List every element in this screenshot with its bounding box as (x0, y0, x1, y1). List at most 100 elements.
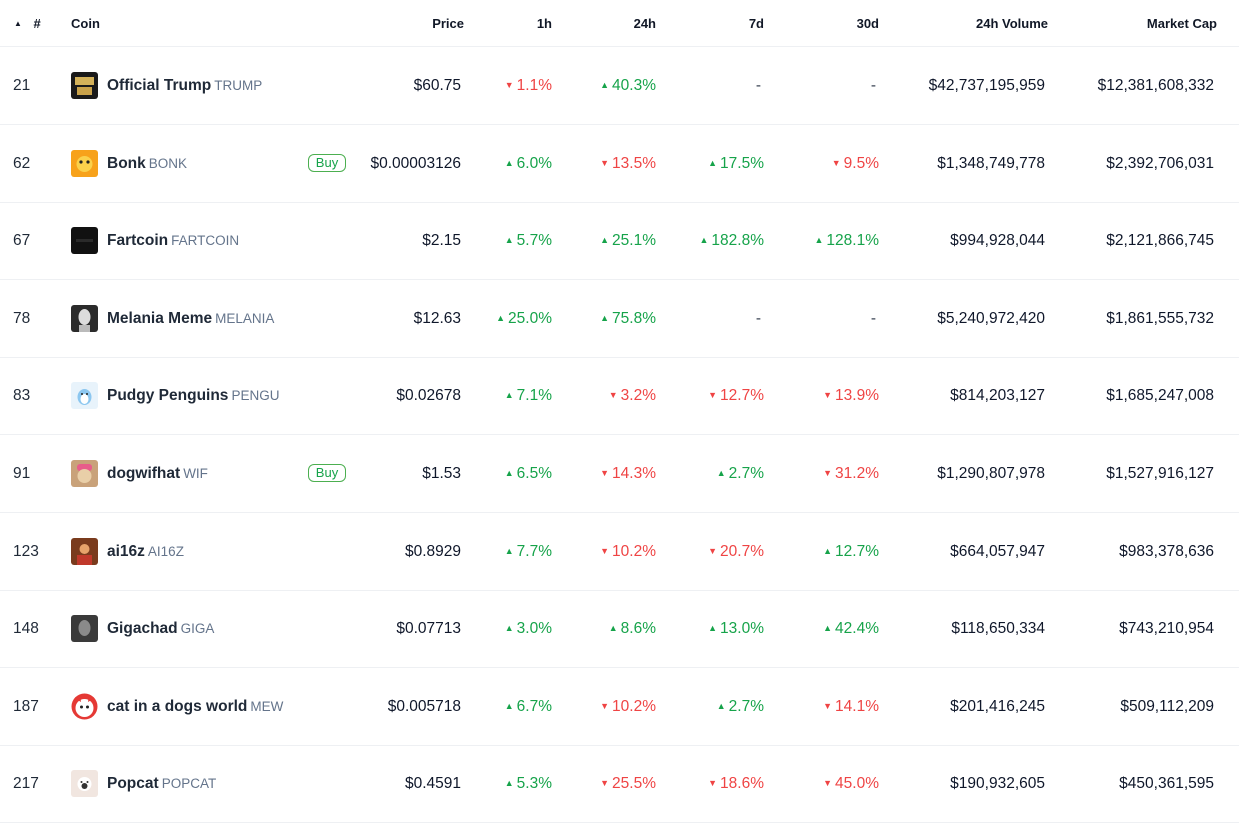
coin-name-link[interactable]: Fartcoin FARTCOIN (107, 232, 239, 250)
table-row[interactable]: 21 Official Trump TRUMP $60.75 ▼ 1.1% ▲ 40.3% - -… (0, 47, 1239, 125)
24h-change-cell: ▲ 75.8% (600, 310, 656, 327)
caret-up-icon: ▲ (600, 235, 610, 245)
rank-cell: 148 (13, 620, 39, 637)
buy-button[interactable]: Buy (308, 464, 346, 482)
table-row[interactable]: 78 Melania Meme MELANIA $12.63 ▲ 25.0% ▲ 75.8% -… (0, 280, 1239, 358)
volume-cell: $994,928,044 (950, 232, 1045, 249)
coin-name-link[interactable]: Melania Meme MELANIA (107, 310, 274, 328)
rank-cell: 123 (13, 543, 39, 560)
7d-change-cell: - (755, 310, 761, 327)
table-row[interactable]: 123 ai16z AI16Z $0.8929 ▲ 7.7% ▼ 10.2% ▼ 20.7% ▲ 12… (0, 513, 1239, 591)
volume-cell: $814,203,127 (950, 387, 1045, 404)
caret-up-icon: ▲ (608, 623, 618, 633)
caret-down-icon: ▼ (823, 390, 833, 400)
wif-logo-icon (71, 460, 98, 487)
coin-name-link[interactable]: dogwifhat WIF (107, 465, 208, 483)
rank-header[interactable]: ▲ # (14, 16, 41, 31)
table-row[interactable]: 217 Popcat POPCAT $0.4591 ▲ 5.3% ▼ 25.5% ▼ 18.6% ▼… (0, 745, 1239, 823)
1h-change-cell: ▲ 7.7% (504, 543, 552, 560)
volume-cell: $5,240,972,420 (937, 310, 1045, 327)
30d-change-cell: ▼ 14.1% (823, 698, 879, 715)
7d-change-cell: ▼ 20.7% (708, 543, 764, 560)
24h-header[interactable]: 24h (633, 16, 656, 31)
1h-change-cell: ▲ 5.7% (504, 232, 552, 249)
market-cap-cell: $2,392,706,031 (1106, 155, 1214, 172)
coin-name-link[interactable]: cat in a dogs world MEW (107, 698, 283, 716)
30d-change-cell: - (870, 77, 876, 94)
coin-name: cat in a dogs world (107, 698, 248, 715)
caret-up-icon: ▲ (504, 623, 514, 633)
price-cell: $0.4591 (404, 775, 461, 792)
30d-change-cell: - (870, 310, 876, 327)
coin-symbol: MELANIA (215, 311, 275, 326)
7d-header[interactable]: 7d (748, 16, 764, 31)
coin-name-link[interactable]: Popcat POPCAT (107, 775, 216, 793)
market-cap-cell: $12,381,608,332 (1097, 77, 1214, 94)
coin-name-link[interactable]: Pudgy Penguins PENGU (107, 387, 279, 405)
table-row[interactable]: 91 dogwifhat WIF Buy $1.53 ▲ 6.5% ▼ 14.3% ▲ 2.7% ▼ 3… (0, 435, 1239, 513)
coin-symbol: WIF (183, 466, 208, 481)
table-header: ▲ # Coin Price 1h 24h 7d 30d 24h Volume … (0, 0, 1239, 47)
caret-up-icon: ▲ (716, 701, 726, 711)
coin-symbol: FARTCOIN (171, 233, 240, 248)
24h-change-cell: ▼ 10.2% (600, 698, 656, 715)
7d-change-cell: - (755, 77, 761, 94)
caret-up-icon: ▲ (600, 313, 610, 323)
ai16z-logo-icon (71, 538, 98, 565)
7d-change-cell: ▲ 182.8% (699, 232, 765, 249)
coin-symbol: TRUMP (214, 78, 263, 93)
24h-change-cell: ▼ 14.3% (600, 465, 656, 482)
1h-change-cell: ▲ 6.7% (504, 698, 552, 715)
coin-name: Gigachad (107, 620, 178, 637)
caret-up-icon: ▲ (823, 546, 833, 556)
caret-up-icon: ▲ (814, 235, 824, 245)
price-header[interactable]: Price (432, 16, 464, 31)
caret-up-icon: ▲ (716, 468, 726, 478)
buy-button[interactable]: Buy (308, 154, 346, 172)
7d-change-cell: ▼ 18.6% (708, 775, 764, 792)
table-row[interactable]: 67 Fartcoin FARTCOIN $2.15 ▲ 5.7% ▲ 25.1% ▲ 182.8… (0, 202, 1239, 280)
coin-name-link[interactable]: Gigachad GIGA (107, 620, 214, 638)
7d-change-cell: ▲ 2.7% (716, 465, 764, 482)
market-cap-cell: $1,685,247,008 (1106, 387, 1214, 404)
pengu-logo-icon (71, 382, 98, 409)
volume-header[interactable]: 24h Volume (975, 16, 1048, 31)
30d-header[interactable]: 30d (856, 16, 879, 31)
24h-change-cell: ▼ 3.2% (608, 387, 656, 404)
1h-header[interactable]: 1h (536, 16, 552, 31)
caret-up-icon: ▲ (504, 468, 514, 478)
caret-down-icon: ▼ (708, 546, 718, 556)
coin-name-link[interactable]: Bonk BONK (107, 155, 187, 173)
table-row[interactable]: 62 Bonk BONK Buy $0.00003126 ▲ 6.0% ▼ 13.5% ▲ 17.5… (0, 125, 1239, 203)
rank-cell: 21 (13, 77, 31, 94)
coin-symbol: POPCAT (161, 776, 217, 791)
coin-name: Melania Meme (107, 310, 213, 327)
price-cell: $12.63 (413, 310, 461, 327)
coin-name-link[interactable]: ai16z AI16Z (107, 543, 184, 561)
7d-change-cell: ▼ 12.7% (708, 387, 764, 404)
caret-down-icon: ▼ (708, 778, 718, 788)
caret-up-icon: ▲ (504, 390, 514, 400)
coin-symbol: AI16Z (147, 544, 184, 559)
coin-symbol: GIGA (180, 621, 215, 636)
giga-logo-icon (71, 615, 98, 642)
table-row[interactable]: 83 Pudgy Penguins PENGU $0.02678 ▲ 7.1% ▼ 3.2% ▼… (0, 357, 1239, 435)
coin-name-link[interactable]: Official Trump TRUMP (107, 77, 262, 95)
caret-up-icon: ▲ (823, 623, 833, 633)
coin-name: Fartcoin (107, 232, 169, 249)
price-cell: $0.02678 (396, 387, 461, 404)
market-cap-header[interactable]: Market Cap (1146, 16, 1217, 31)
price-cell: $60.75 (413, 77, 461, 94)
market-cap-cell: $743,210,954 (1119, 620, 1214, 637)
table-row[interactable]: 187 cat in a dogs world MEW $0.005718 ▲ 6.7% ▼… (0, 668, 1239, 746)
1h-change-cell: ▲ 3.0% (504, 620, 552, 637)
mew-logo-icon (71, 693, 98, 720)
coin-header[interactable]: Coin (71, 16, 100, 31)
30d-change-cell: ▼ 13.9% (823, 387, 879, 404)
table-row[interactable]: 148 Gigachad GIGA $0.07713 ▲ 3.0% ▲ 8.6% ▲ 13.0% ▲… (0, 590, 1239, 668)
caret-up-icon: ▲ (708, 158, 718, 168)
24h-change-cell: ▲ 8.6% (608, 620, 656, 637)
volume-cell: $664,057,947 (950, 543, 1045, 560)
bonk-logo-icon (71, 150, 98, 177)
